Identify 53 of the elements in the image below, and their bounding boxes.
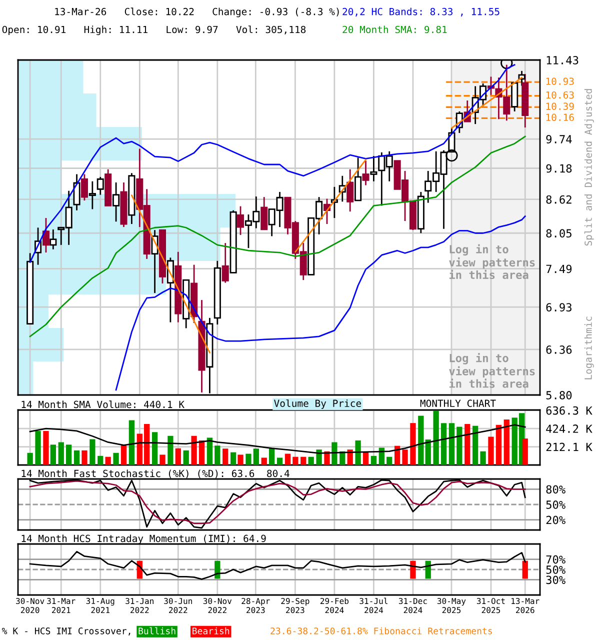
text: Volume By Price (274, 399, 362, 409)
y-tick-label: 50% (546, 566, 566, 574)
chart-subtitle: Open: 10.91 High: 11.11 Low: 9.97 Vol: 305,118 (2, 26, 306, 36)
y-tick-label: 5.80 (546, 391, 572, 400)
y-tick-label: 636.3 K (546, 406, 592, 415)
text: Logarithmic (584, 316, 594, 380)
x-tick-label: 31-Aug 2021 (86, 598, 114, 614)
y-tick-label: 9.74 (546, 135, 572, 144)
x-tick-label: 31-Mar 2021 (47, 598, 76, 614)
chart-title: 14 Month HCS Intraday Momentum (IMI): 64.9 (22, 534, 266, 544)
text: Bullish (138, 627, 176, 634)
text: 20,2 HC Bands: 8.33 , 11.55 (342, 8, 500, 16)
y-tick-label: 80% (546, 485, 566, 494)
x-tick-label: 31-Dec 2024 (398, 598, 427, 614)
chart-title: 14 Month SMA Volume: 440.1 K (22, 400, 184, 408)
ref-line-label: 10.93 (546, 78, 574, 85)
y-tick-label: 6.93 (546, 303, 572, 312)
annotation: Log in to view patterns in this area (449, 353, 535, 388)
y-tick-label: 424.2 K (546, 424, 592, 433)
ref-line-label: 10.39 (546, 102, 574, 110)
x-tick-label: 28-Apr 2023 (242, 598, 270, 614)
ref-line-label: 10.16 (546, 114, 574, 122)
chart-title: 13-Mar-26 Close: 10.22 Change: -0.93 (-8.3 %) (55, 8, 339, 18)
x-tick-label: 30-Nov 2020 (16, 598, 44, 614)
x-tick-label: 31-Oct 2025 (476, 598, 505, 614)
x-tick-label: 30-Jun 2022 (164, 598, 192, 614)
y-tick-label: 8.62 (546, 195, 572, 204)
text: 20 Month SMA: 9.81 (342, 26, 447, 34)
text: MONTHLY CHART (420, 400, 496, 408)
y-tick-label: 50% (546, 500, 566, 509)
y-tick-label: 11.43 (546, 56, 578, 64)
y-tick-label: 9.18 (546, 164, 572, 173)
y-tick-label: 6.36 (546, 345, 572, 354)
y-tick-label: 20% (546, 516, 566, 524)
text: Bearish (192, 627, 230, 634)
legend-title: % K - HCS IMI Crossover, (2, 627, 130, 636)
x-tick-label: 13-Mar 2026 (512, 598, 540, 614)
y-tick-label: 30% (546, 576, 566, 584)
chart-title: 14 Month Fast Stochastic (%K) (%D): 63.6 80.4 (22, 470, 290, 478)
ref-line-label: 10.63 (546, 91, 574, 99)
x-tick-label: 29-Feb 2024 (320, 598, 349, 614)
y-tick-label: 70% (546, 555, 566, 564)
annotation: Log in to view patterns in this area (449, 244, 535, 280)
x-tick-label: 30-Nov 2022 (203, 598, 232, 614)
y-tick-label: 212.1 K (546, 442, 592, 452)
y-tick-label: 7.49 (546, 264, 572, 274)
text: 23.6-38.2-50-61.8% Fibonacci Retracements (270, 627, 492, 634)
x-tick-label: 31-Jan 2022 (126, 598, 154, 614)
x-tick-label: 31-Jul 2024 (360, 598, 388, 614)
y-axis-title: Split and Dividend Adjusted (584, 89, 594, 246)
x-tick-label: 29-Sep 2023 (281, 598, 310, 614)
y-tick-label: 8.05 (546, 229, 572, 238)
x-tick-label: 30-May 2025 (437, 598, 466, 614)
